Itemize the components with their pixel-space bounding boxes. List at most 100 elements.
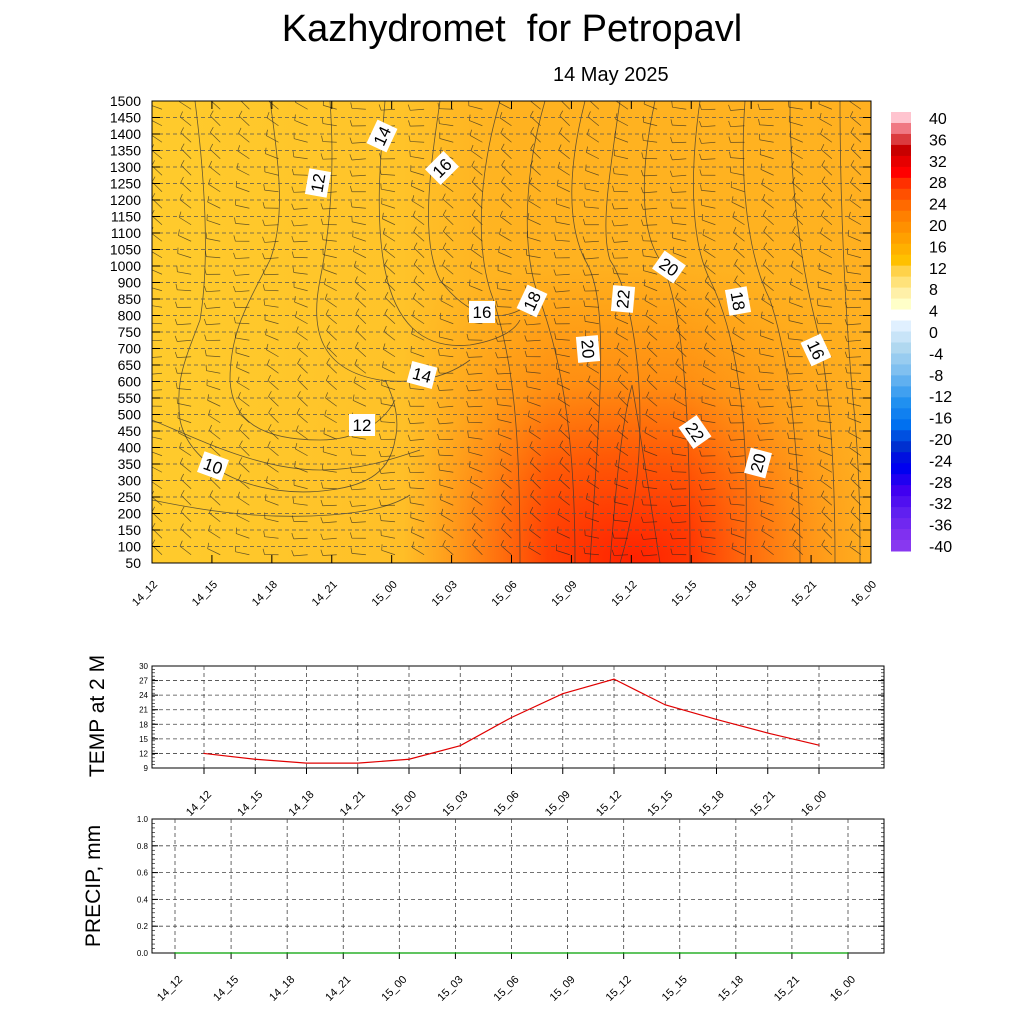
wind-barb-flag [553,286,557,293]
wind-barb [497,288,512,292]
wind-barb-flag [268,407,272,414]
wind-barb-flag [408,120,411,127]
wind-barb-flag [437,102,440,109]
wind-barb-flag [501,506,505,513]
wind-barb-flag [320,549,324,556]
wind-barb [411,185,425,193]
colorbar-swatch [891,177,911,190]
wind-barb-flag [355,292,359,298]
wind-barb [584,240,599,243]
wind-barb-flag [349,170,353,177]
wind-barb-flag [208,160,213,167]
colorbar-label: 20 [929,218,947,235]
wind-barb-flag [640,550,644,556]
wind-barb-flag [670,136,673,143]
wind-barb-flag [350,532,353,539]
wind-barb [470,150,483,160]
wind-barb [265,334,279,341]
colorbar-label: 4 [929,304,938,321]
wind-barb [701,551,716,556]
wind-barb [351,521,366,523]
wind-barb [265,499,279,506]
wind-barb-flag [641,499,644,506]
wind-barb-flag [669,500,673,507]
wind-barb [788,453,803,457]
wind-barb [556,531,570,539]
wind-barb-flag [209,143,214,150]
wind-barb [295,448,308,457]
wind-barb-flag [146,352,148,358]
wind-barb-flag [297,358,301,364]
x-tick-label: 15_12 [594,789,624,819]
wind-barb-flag [466,351,469,358]
wind-barb [704,265,716,275]
contour-line [378,101,521,346]
wind-barb-flag [530,95,532,100]
colorbar-label: -24 [929,453,952,470]
wind-barb-flag [412,292,417,299]
wind-barb-flag [792,193,796,199]
wind-barb [439,138,454,143]
wind-barb [410,170,425,176]
wind-barb [526,255,541,259]
x-tick-label: 15_09 [548,974,578,1004]
wind-barb [410,438,425,441]
colorbar-swatch [891,485,911,497]
plot-frame [151,818,885,954]
wind-barb-flag [178,211,182,218]
wind-barb [615,317,629,325]
wind-barb [413,231,425,242]
wind-barb-flag [353,376,356,383]
wind-barb-flag [324,409,327,416]
wind-barb-flag [467,431,469,438]
wind-barb [381,108,396,111]
wind-barb-flag [209,490,214,496]
wind-barb [470,249,483,259]
wind-barb-flag [789,296,791,303]
contour-label: 20 [744,447,772,479]
wind-barb-flag [204,268,207,275]
wind-barb [556,383,570,391]
wind-barb-flag [527,213,530,220]
series-point [510,952,513,954]
wind-barb-flag [234,217,236,224]
wind-barb [381,188,396,193]
contour-label-text: 22 [613,289,634,310]
wind-barb-flag [501,490,505,496]
wind-barb-flag [728,482,731,489]
wind-barb-flag [291,533,294,539]
wind-barb-flag [466,385,469,392]
wind-barb [732,332,745,341]
wind-barb [410,351,425,358]
wind-barb [179,447,192,457]
colorbar-swatch [891,375,911,387]
wind-barb-flag [669,154,673,160]
wind-barb [411,333,425,341]
wind-barb [206,306,221,309]
series-point [230,952,232,954]
wind-barb [296,347,308,358]
colorbar-label: -8 [929,368,943,385]
wind-barb [322,207,337,210]
wind-barb [617,430,629,440]
wind-barb-flag [554,333,557,340]
series-point [454,952,457,954]
wind-barb [469,285,483,292]
wind-barb-flag [262,219,265,226]
wind-barb [293,286,308,292]
contour-label-text: 20 [747,452,770,475]
series-point [305,762,308,764]
wind-barb-flag [501,159,505,166]
wind-barb-flag [699,484,702,491]
colorbar-swatch [891,320,911,332]
wind-barb [617,396,629,407]
wind-barb [206,290,221,293]
wind-barb-flag [849,441,852,448]
wind-barb-flag [849,101,850,102]
wind-barb-flag [150,245,152,251]
wind-barb-flag [704,325,708,332]
wind-barb-flag [291,251,294,258]
wind-barb-flag [500,474,504,480]
wind-barb-flag [821,522,826,529]
wind-barb-flag [528,541,531,548]
